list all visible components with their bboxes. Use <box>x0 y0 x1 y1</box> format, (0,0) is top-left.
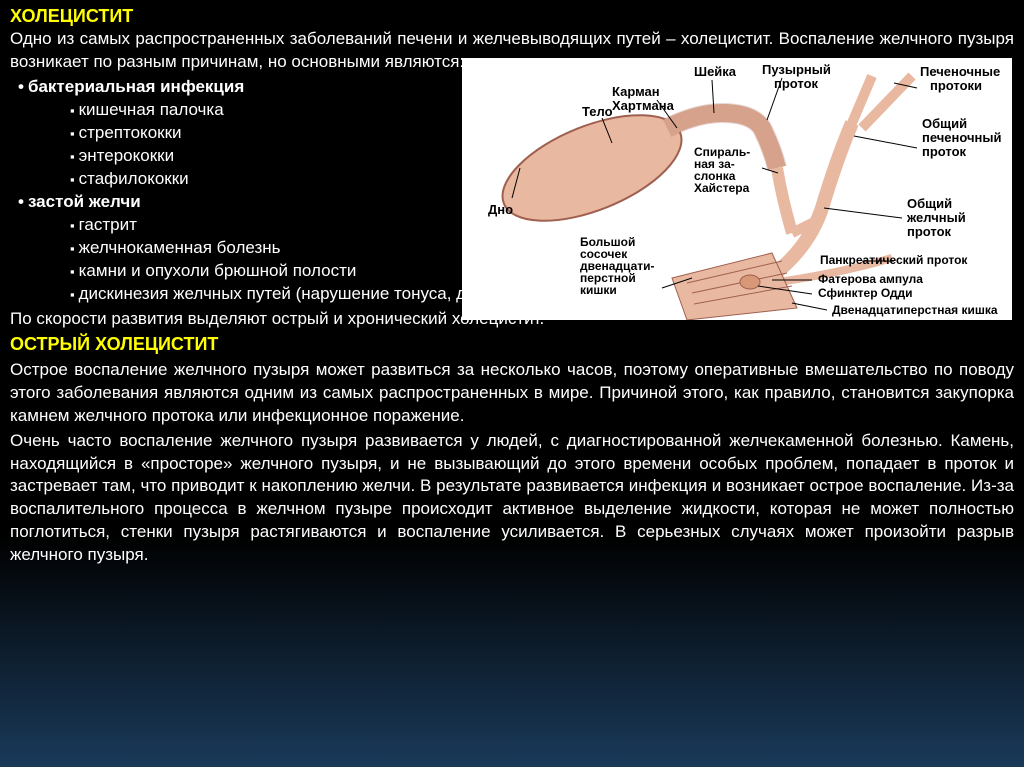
lbl-sfinkter: Сфинктер Одди <box>818 286 913 300</box>
lbl-obsh-pech: Общийпеченочныйпроток <box>922 116 1002 159</box>
lbl-karman: КарманХартмана <box>612 84 675 113</box>
lbl-dno: Дно <box>488 202 513 217</box>
lbl-pankr: Панкреатический проток <box>820 253 968 267</box>
lbl-pechen: Печеночныепротоки <box>920 64 1000 93</box>
para-acute-2: Очень часто воспаление желчного пузыря р… <box>10 430 1014 568</box>
lbl-obsh-zhel: Общийжелчныйпроток <box>906 196 966 239</box>
lbl-faterova: Фатерова ампула <box>818 272 923 286</box>
lbl-puzyrny: Пузырныйпроток <box>762 62 831 91</box>
title-cholecystitis: ХОЛЕЦИСТИТ <box>10 4 1014 28</box>
lbl-spiral: Спираль-ная за-слонкаХайстера <box>694 145 750 195</box>
lbl-dvenad: Двенадцатиперстная кишка <box>832 303 998 317</box>
lbl-sheika: Шейка <box>694 64 737 79</box>
lbl-telo: Тело <box>582 104 613 119</box>
gallbladder-diagram: Шейка КарманХартмана Тело Дно Пузырныйпр… <box>462 58 1012 320</box>
title-acute: ОСТРЫЙ ХОЛЕЦИСТИТ <box>10 332 1014 356</box>
lbl-sosochek: Большойсосочекдвенадцати-перстнойкишки <box>580 235 655 297</box>
para-acute-1: Острое воспаление желчного пузыря может … <box>10 359 1014 428</box>
